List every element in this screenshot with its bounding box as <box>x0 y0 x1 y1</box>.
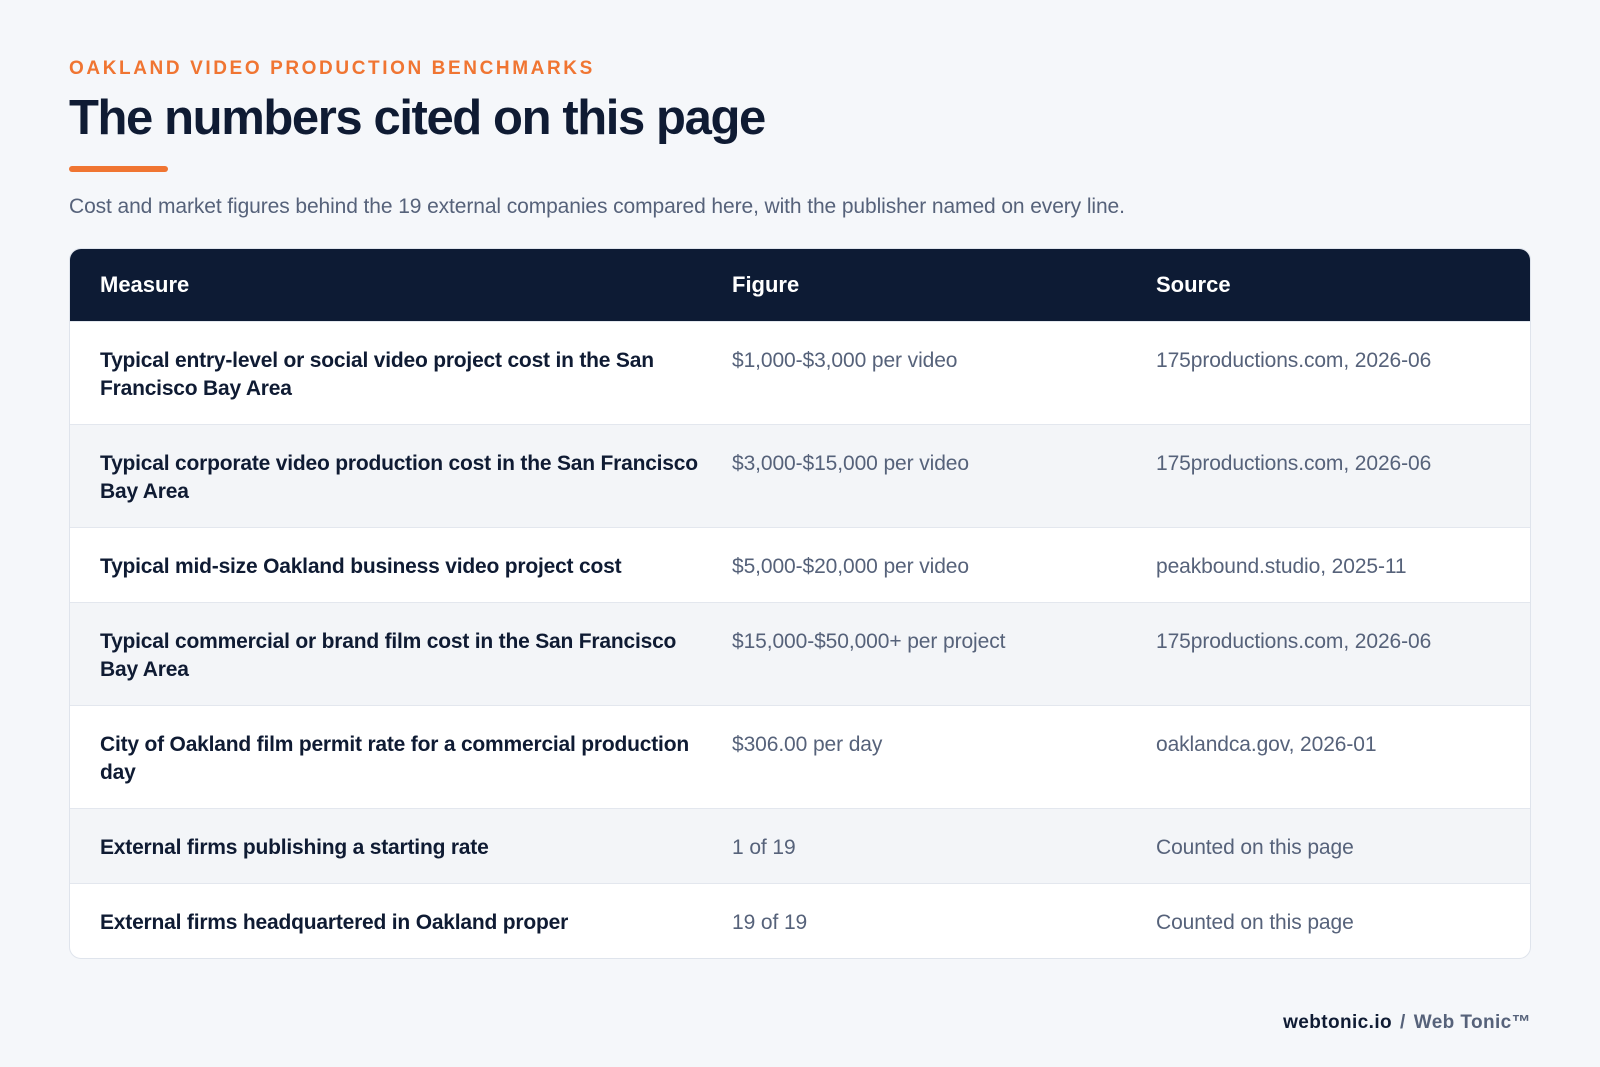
source-cell: 175productions.com, 2026-06 <box>1156 452 1432 475</box>
benchmarks-table: Measure Figure Source Typical entry-leve… <box>69 248 1531 959</box>
column-header-figure: Figure <box>732 272 800 297</box>
figure-cell: $306.00 per day <box>732 733 883 756</box>
footer-credit: webtonic.io / Web Tonic™ <box>1283 1012 1531 1034</box>
figure-cell: $3,000-$15,000 per video <box>732 452 969 475</box>
source-cell: oaklandca.gov, 2026-01 <box>1156 733 1377 756</box>
page-subtitle: Cost and market figures behind the 19 ex… <box>69 195 1125 218</box>
table-row: City of Oakland film permit rate for a c… <box>70 705 1530 808</box>
measure-cell: Typical mid-size Oakland business video … <box>100 555 622 578</box>
table-row: Typical mid-size Oakland business video … <box>70 527 1530 602</box>
source-cell: Counted on this page <box>1156 911 1354 934</box>
page-title: The numbers cited on this page <box>69 91 766 145</box>
figure-cell: 19 of 19 <box>732 911 808 934</box>
measure-cell: External firms publishing a starting rat… <box>100 836 489 859</box>
figure-cell: $15,000-$50,000+ per project <box>732 630 1006 653</box>
footer-domain: webtonic.io <box>1283 1012 1393 1033</box>
figure-cell: 1 of 19 <box>732 836 796 859</box>
measure-cell: Typical commercial or brand film cost in… <box>100 630 677 681</box>
table-row: External firms headquartered in Oakland … <box>70 883 1530 958</box>
measure-cell: City of Oakland film permit rate for a c… <box>100 733 689 784</box>
footer-brand: Web Tonic™ <box>1413 1012 1531 1033</box>
measure-cell: Typical entry-level or social video proj… <box>100 349 654 400</box>
measure-cell: External firms headquartered in Oakland … <box>100 911 569 934</box>
table-row: External firms publishing a starting rat… <box>70 808 1530 883</box>
accent-rule <box>69 166 168 172</box>
column-header-source: Source <box>1156 272 1231 297</box>
table-row: Typical commercial or brand film cost in… <box>70 602 1530 705</box>
measure-cell: Typical corporate video production cost … <box>100 452 698 503</box>
table-row: Typical corporate video production cost … <box>70 424 1530 527</box>
source-cell: Counted on this page <box>1156 836 1354 859</box>
source-cell: 175productions.com, 2026-06 <box>1156 349 1432 372</box>
column-header-measure: Measure <box>100 272 190 297</box>
footer-separator: / <box>1400 1012 1406 1033</box>
figure-cell: $5,000-$20,000 per video <box>732 555 969 578</box>
source-cell: 175productions.com, 2026-06 <box>1156 630 1432 653</box>
source-cell: peakbound.studio, 2025-11 <box>1156 555 1407 578</box>
table-row: Typical entry-level or social video proj… <box>70 321 1530 424</box>
table-header-row: Measure Figure Source <box>70 249 1530 321</box>
eyebrow-label: OAKLAND VIDEO PRODUCTION BENCHMARKS <box>69 58 595 79</box>
figure-cell: $1,000-$3,000 per video <box>732 349 958 372</box>
